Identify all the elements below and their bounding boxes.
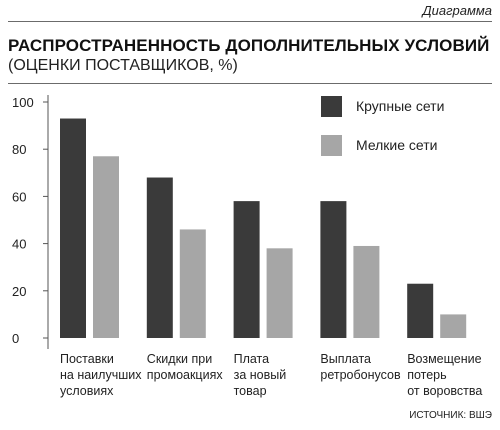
category-label-3-line-1: ретробонусов <box>320 368 401 382</box>
y-tick-label-60: 60 <box>12 189 26 204</box>
bar-large-1 <box>146 177 173 338</box>
y-tick-label-20: 20 <box>12 284 26 299</box>
category-label-2-line-2: товар <box>234 384 267 398</box>
bar-small-0 <box>93 156 119 338</box>
category-label-1-line-1: промоакциях <box>147 368 224 382</box>
y-tick-label-100: 100 <box>12 95 34 110</box>
rubric-label: Диаграмма <box>422 3 492 18</box>
legend-label-0: Крупные сети <box>356 98 444 114</box>
y-tick-label-40: 40 <box>12 237 26 252</box>
legend-swatch-1 <box>321 135 342 156</box>
bar-small-1 <box>179 229 206 338</box>
bar-small-3 <box>353 245 380 338</box>
top-divider <box>8 21 492 22</box>
category-label-4-line-1: потерь <box>407 368 446 382</box>
category-label-3-line-0: Выплата <box>320 352 371 366</box>
legend-swatch-0 <box>321 96 342 117</box>
bar-large-2 <box>233 201 260 338</box>
bar-large-0 <box>60 118 86 339</box>
category-label-1-line-0: Скидки при <box>147 352 212 366</box>
category-label-2-line-0: Плата <box>234 352 270 366</box>
chart-subtitle: (ОЦЕНКИ ПОСТАВЩИКОВ, %) <box>8 57 238 74</box>
y-tick-label-80: 80 <box>12 142 26 157</box>
bar-large-3 <box>320 201 347 338</box>
category-label-4-line-2: от воровства <box>407 384 482 398</box>
bar-small-4 <box>440 314 467 338</box>
category-label-0-line-0: Поставки <box>60 352 114 366</box>
legend-label-1: Мелкие сети <box>356 137 437 153</box>
source-note: ИСТОЧНИК: ВШЭ <box>409 410 492 421</box>
chart-title: РАСПРОСТРАНЕННОСТЬ ДОПОЛНИТЕЛЬНЫХ УСЛОВИ… <box>8 36 490 55</box>
y-tick-label-0: 0 <box>12 331 19 346</box>
bar-large-4 <box>407 283 434 338</box>
category-label-4-line-0: Возмещение <box>407 352 481 366</box>
header-divider <box>8 83 492 84</box>
category-label-2-line-1: за новый <box>234 368 287 382</box>
category-label-0-line-2: условиях <box>60 384 114 398</box>
category-label-0-line-1: на наилучших <box>60 368 142 382</box>
bar-small-2 <box>266 248 293 338</box>
